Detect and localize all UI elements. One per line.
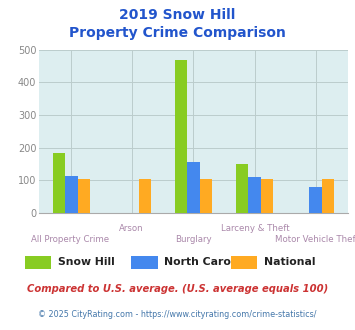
Bar	[138, 179, 151, 213]
Bar	[187, 162, 200, 213]
Text: Larceny & Theft: Larceny & Theft	[221, 224, 290, 233]
Text: Arson: Arson	[119, 224, 144, 233]
Bar	[65, 176, 77, 213]
Bar	[53, 153, 65, 213]
Text: National: National	[264, 257, 315, 267]
Text: 2019 Snow Hill: 2019 Snow Hill	[119, 8, 236, 22]
Text: Burglary: Burglary	[175, 235, 212, 244]
Text: Motor Vehicle Theft: Motor Vehicle Theft	[275, 235, 355, 244]
Text: © 2025 CityRating.com - https://www.cityrating.com/crime-statistics/: © 2025 CityRating.com - https://www.city…	[38, 310, 317, 319]
Bar	[310, 187, 322, 213]
Text: North Carolina: North Carolina	[164, 257, 253, 267]
Bar	[77, 179, 90, 213]
Text: All Property Crime: All Property Crime	[31, 235, 109, 244]
Text: Compared to U.S. average. (U.S. average equals 100): Compared to U.S. average. (U.S. average …	[27, 284, 328, 294]
Bar	[322, 179, 334, 213]
Bar	[200, 179, 212, 213]
Bar	[261, 179, 273, 213]
Bar	[175, 60, 187, 213]
Bar	[248, 177, 261, 213]
Bar	[236, 164, 248, 213]
Text: Property Crime Comparison: Property Crime Comparison	[69, 26, 286, 40]
Text: Snow Hill: Snow Hill	[58, 257, 115, 267]
